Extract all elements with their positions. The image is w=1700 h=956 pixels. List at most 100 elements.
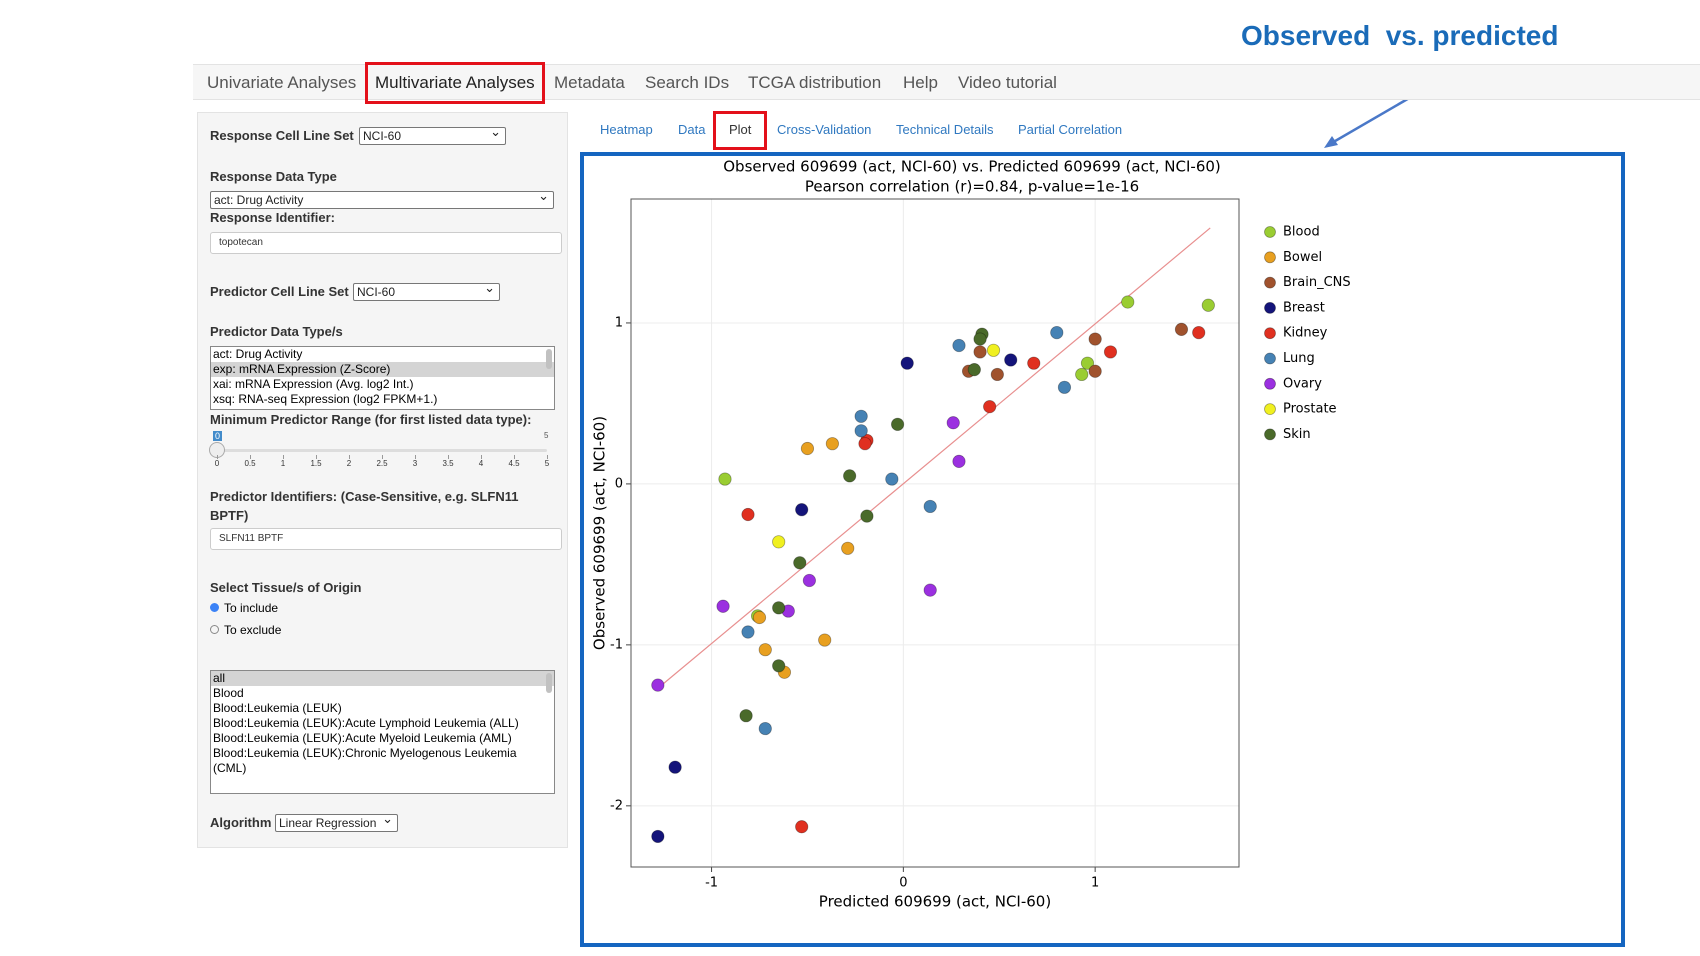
point	[858, 437, 872, 451]
label: Minimum Predictor Range (for first liste…	[210, 412, 532, 427]
sub-tab[interactable]: Heatmap	[600, 122, 653, 137]
fit-line	[663, 227, 1211, 684]
label: Predictor Data Type/s	[210, 324, 343, 339]
slider-tick	[382, 455, 383, 459]
option[interactable]: Blood:Leukemia (LEUK):Acute Myeloid Leuk…	[213, 731, 512, 745]
x-tick-label: 1	[1091, 876, 1099, 891]
point	[772, 601, 786, 615]
option[interactable]: Blood:Leukemia (LEUK):Acute Lymphoid Leu…	[213, 716, 519, 730]
point	[793, 556, 807, 570]
point	[986, 343, 1001, 357]
sub-tab[interactable]: Technical Details	[896, 122, 994, 137]
legend-label: Prostate	[1283, 402, 1337, 417]
point	[1080, 356, 1095, 370]
nav-tab[interactable]: Metadata	[554, 73, 625, 92]
nav-tab[interactable]: TCGA distribution	[748, 73, 882, 92]
option[interactable]: xai: mRNA Expression (Avg. log2 Int.)	[213, 377, 414, 391]
slider-value: 0	[213, 431, 223, 441]
legend-label: Bowel	[1283, 250, 1322, 265]
slider-tick-label: 3.5	[442, 459, 454, 468]
nav-tab[interactable]: Search IDs	[645, 73, 730, 92]
slider-tick-label: 0	[214, 459, 220, 468]
slider-tick	[415, 455, 416, 459]
legend-marker	[1264, 301, 1276, 314]
label: Select Tissue/s of Origin	[210, 580, 362, 595]
slider-max: 5	[544, 431, 549, 440]
sidebar: Response Cell Line Set NCI-60 Response D…	[197, 112, 568, 848]
point	[1027, 356, 1041, 370]
select[interactable]: Linear Regression	[275, 811, 398, 832]
label: Response Cell Line Set	[210, 128, 354, 143]
text-input[interactable]: topotecan	[210, 232, 562, 254]
point	[795, 820, 809, 834]
point	[1050, 326, 1064, 340]
chart-title: Observed 609699 (act, NCI-60) vs. Predic…	[723, 158, 1221, 176]
option[interactable]: Blood:Leukemia (LEUK):Chronic Myelogenou…	[213, 746, 517, 775]
point	[668, 760, 682, 774]
y-tick-label: -2	[610, 798, 623, 813]
point	[825, 437, 839, 451]
legend-label: Breast	[1283, 300, 1325, 315]
point	[741, 625, 755, 639]
point	[739, 709, 753, 723]
point	[1057, 380, 1072, 394]
slider-tick-label: 2	[346, 459, 352, 468]
slider[interactable]: 0 5 0 0.5 1 1.5 2 2.5 3 3.5 4 4.5 5	[209, 431, 555, 469]
legend-label: Lung	[1283, 351, 1315, 366]
option[interactable]: act: Drug Activity	[213, 347, 303, 361]
scrollbar	[546, 673, 552, 693]
nav-tab[interactable]: Univariate Analyses	[207, 73, 357, 92]
label: Predictor Cell Line Set	[210, 284, 349, 299]
select[interactable]: act: Drug Activity	[210, 188, 554, 209]
legend-marker	[1264, 226, 1276, 238]
point	[651, 829, 665, 844]
text-input[interactable]: SLFN11 BPTF	[210, 528, 562, 550]
point	[758, 643, 772, 657]
y-axis-label: Observed 609699 (act, NCI-60)	[591, 416, 609, 650]
slider-tick	[349, 455, 350, 459]
sub-tab[interactable]: Data	[678, 122, 706, 137]
label: Response Identifier:	[210, 210, 335, 225]
sub-tab[interactable]: Partial Correlation	[1018, 122, 1123, 137]
point	[854, 424, 868, 438]
select[interactable]: NCI-60	[353, 280, 500, 301]
legend-marker	[1264, 352, 1276, 365]
select[interactable]: NCI-60	[359, 124, 506, 145]
point	[952, 454, 966, 468]
slider-tick-label: 1.5	[310, 459, 322, 468]
nav-tab[interactable]: Help	[903, 73, 938, 92]
highlight-box	[580, 152, 1625, 947]
listbox[interactable]: all Blood Blood:Leukemia (LEUK) Blood:Le…	[210, 670, 555, 794]
highlight-box	[365, 62, 545, 104]
highlight-box	[713, 111, 767, 150]
option[interactable]: exp: mRNA Expression (Z-Score)	[211, 362, 554, 377]
point	[772, 659, 786, 673]
point	[818, 633, 832, 647]
nav-bar: Univariate Analyses Multivariate Analyse…	[193, 64, 1700, 100]
legend-marker	[1264, 377, 1276, 390]
radio[interactable]: To exclude	[210, 623, 281, 637]
slider-tick	[448, 455, 449, 459]
legend-label: Blood	[1283, 225, 1320, 240]
sub-tab[interactable]: Cross-Validation	[777, 122, 872, 137]
legend-marker	[1264, 428, 1276, 441]
point	[795, 503, 809, 517]
nav-tab[interactable]: Multivariate Analyses	[375, 73, 535, 92]
sub-tab[interactable]: Plot	[729, 122, 752, 137]
radio[interactable]: To include	[210, 601, 278, 615]
listbox[interactable]: act: Drug Activity exp: mRNA Expression …	[210, 346, 555, 410]
option[interactable]: Blood	[213, 686, 244, 700]
chart-subtitle: Pearson correlation (r)=0.84, p-value=1e…	[805, 178, 1139, 196]
option[interactable]: all	[211, 671, 554, 686]
slider-tick-label: 0.5	[244, 459, 256, 468]
point	[1192, 326, 1206, 340]
chart: Observed 609699 (act, NCI-60) vs. Predic…	[591, 158, 1351, 911]
y-tick-label: 1	[615, 315, 623, 330]
point	[841, 541, 855, 555]
nav-tab[interactable]: Video tutorial	[958, 73, 1057, 92]
slider-tick	[481, 455, 482, 459]
option[interactable]: Blood:Leukemia (LEUK)	[213, 701, 342, 715]
slider-tick-label: 1	[280, 459, 286, 468]
option[interactable]: xsq: RNA-seq Expression (log2 FPKM+1.)	[213, 392, 438, 406]
